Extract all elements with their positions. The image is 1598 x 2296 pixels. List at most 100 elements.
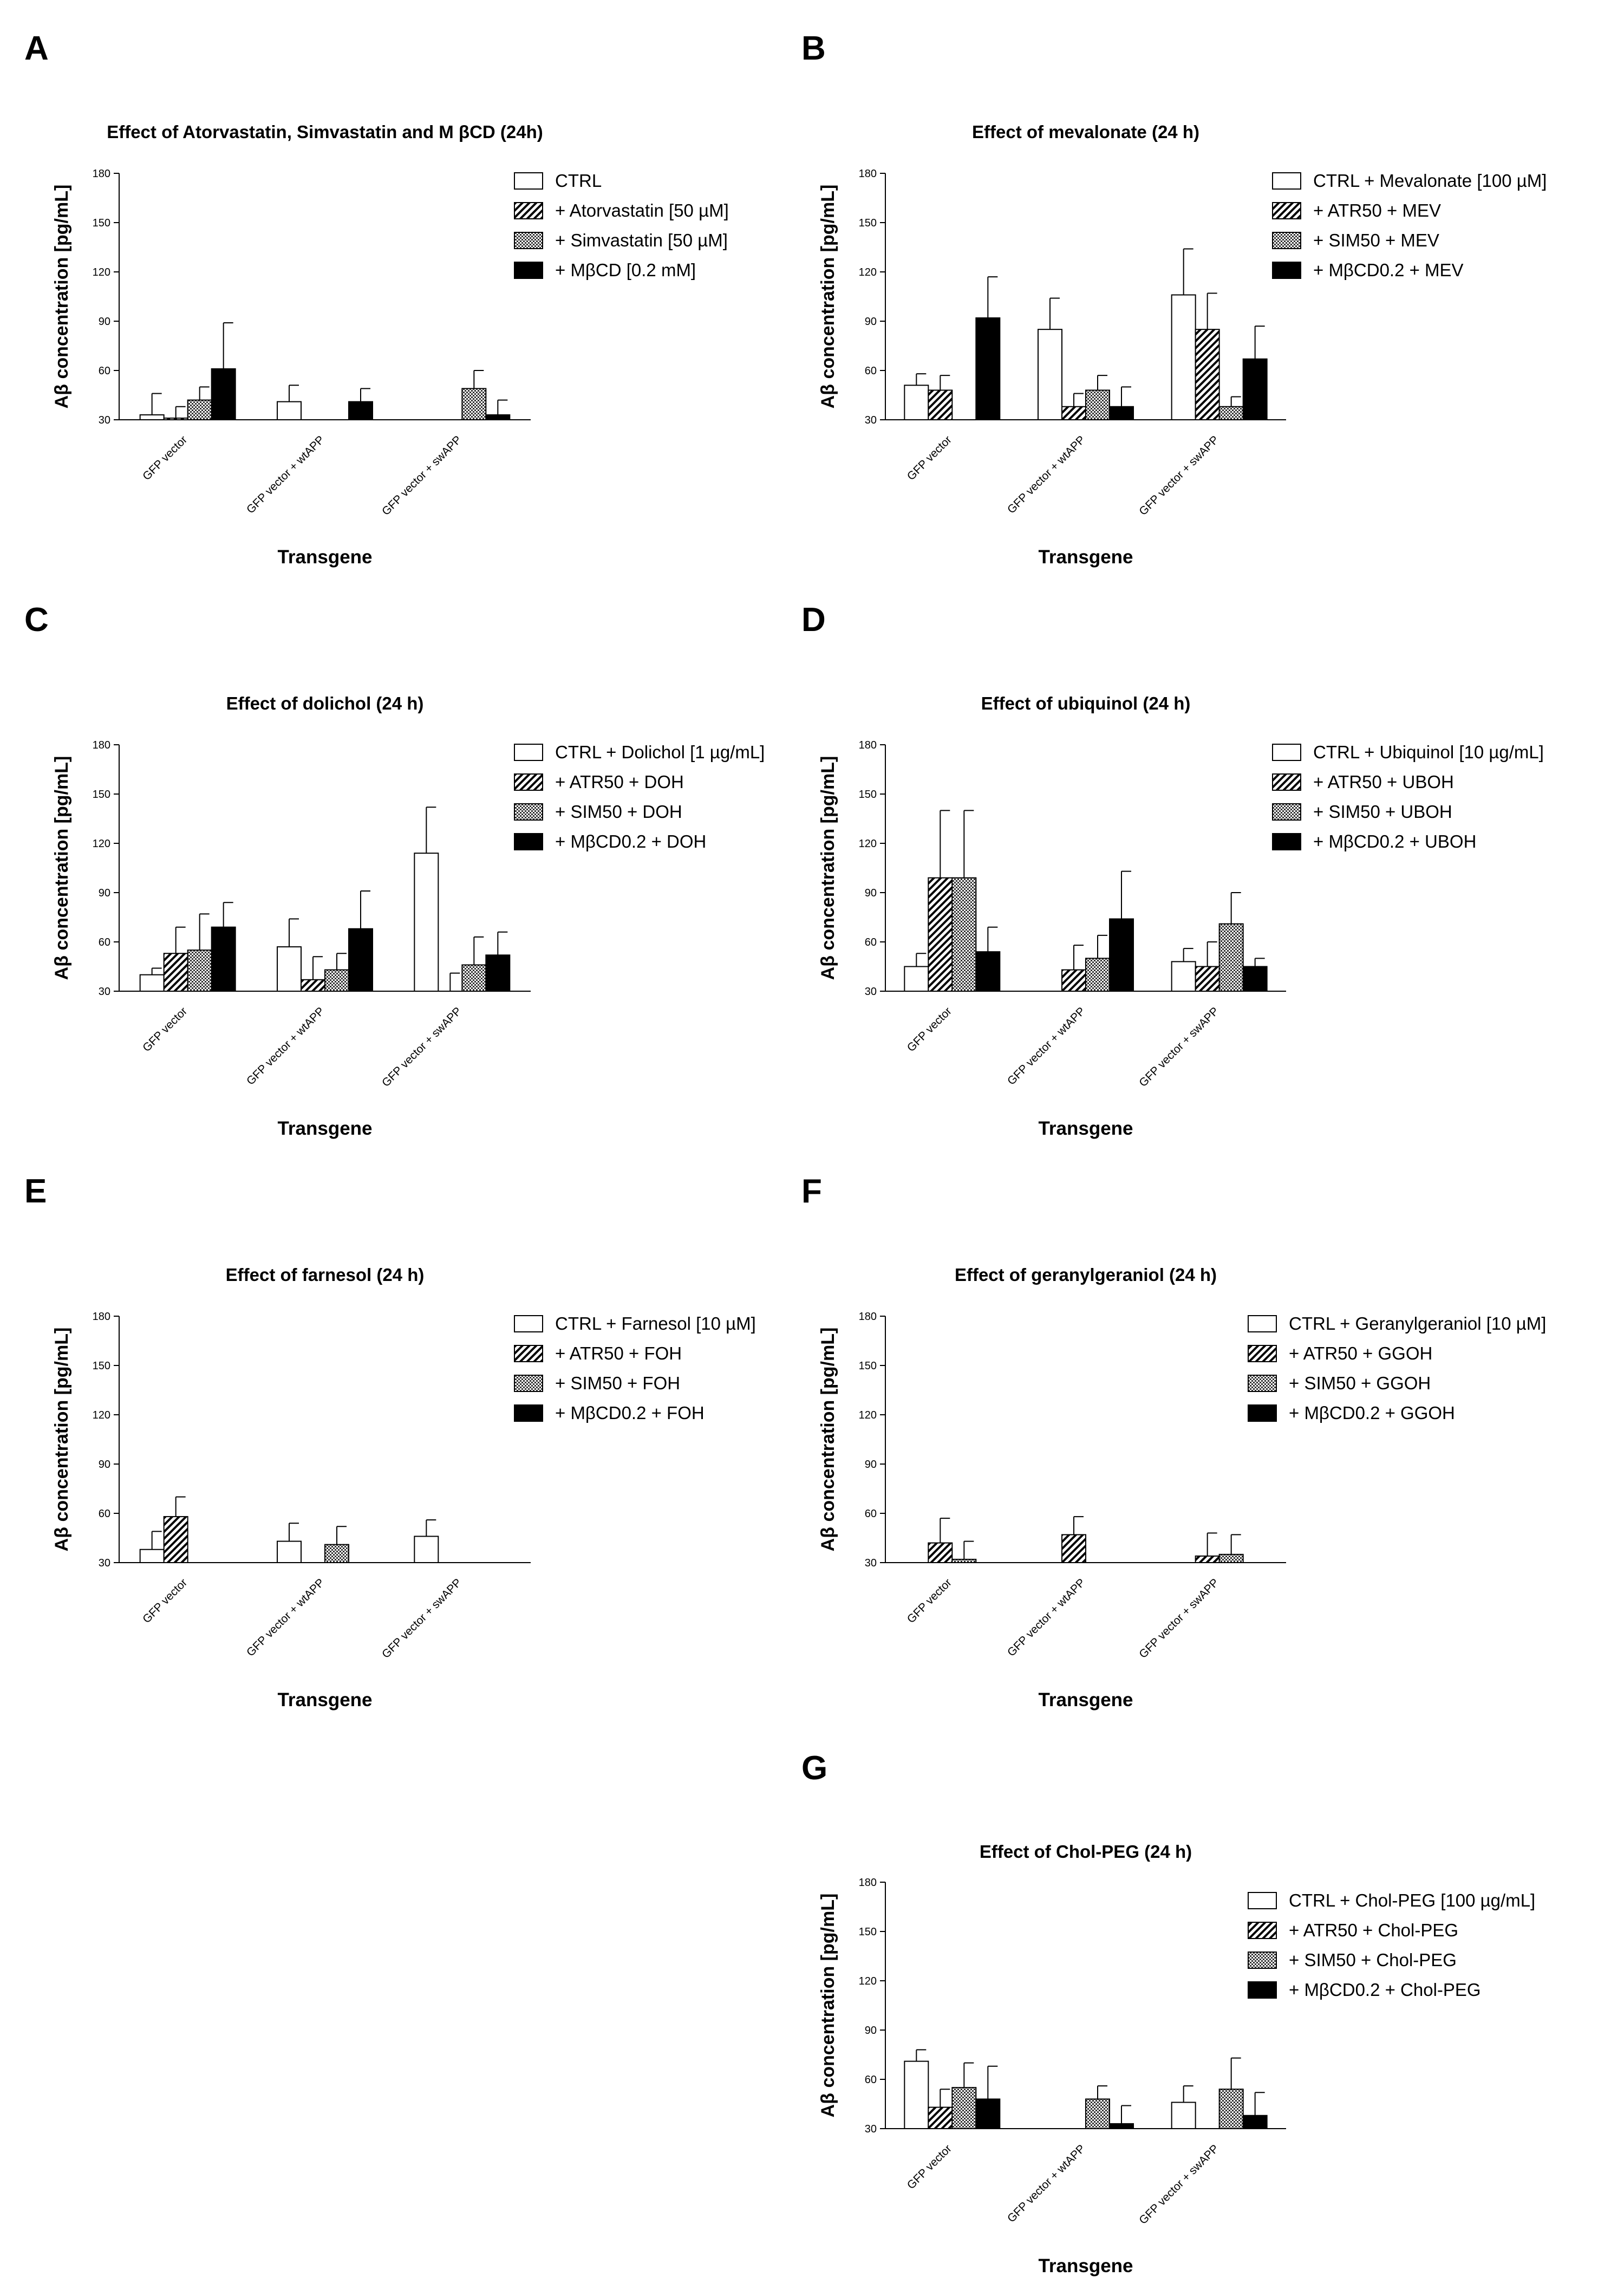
x-tick-label: GFP vector + swAPP bbox=[380, 1576, 464, 1661]
legend-swatch bbox=[514, 744, 543, 761]
legend-label: CTRL + Mevalonate [100 µM] bbox=[1313, 171, 1547, 191]
bar bbox=[1109, 918, 1134, 992]
x-tick-label: GFP vector bbox=[905, 433, 954, 483]
chart-title: Effect of dolichol (24 h) bbox=[226, 693, 424, 713]
bar bbox=[1195, 966, 1220, 992]
y-tick-label: 120 bbox=[93, 838, 110, 850]
bar bbox=[1085, 958, 1110, 992]
x-axis-label: Transgene bbox=[1038, 1118, 1133, 1139]
bar bbox=[951, 877, 977, 992]
legend-swatch bbox=[1272, 773, 1301, 791]
bar bbox=[1171, 961, 1196, 992]
bar bbox=[928, 389, 953, 421]
x-axis-label: Transgene bbox=[277, 1689, 372, 1710]
legend-swatch bbox=[1272, 803, 1301, 821]
y-axis-label: Aβ concentration [pg/mL] bbox=[51, 1328, 72, 1552]
legend-label: + SIM50 + DOH bbox=[555, 802, 682, 822]
panel-label: C bbox=[24, 601, 49, 639]
y-tick-label: 150 bbox=[859, 789, 877, 801]
y-tick-label: 180 bbox=[859, 1877, 877, 1889]
y-tick-label: 90 bbox=[99, 887, 110, 899]
bar bbox=[1195, 1555, 1220, 1563]
y-tick-label: 180 bbox=[93, 739, 110, 751]
bar bbox=[187, 399, 212, 420]
legend-label: + ATR50 + MEV bbox=[1313, 200, 1441, 220]
y-tick-label: 150 bbox=[93, 789, 110, 801]
legend-label: + ATR50 + GGOH bbox=[1289, 1343, 1432, 1363]
bar bbox=[414, 1536, 439, 1564]
panel-label: G bbox=[801, 1749, 827, 1787]
legend-label: + SIM50 + GGOH bbox=[1289, 1373, 1431, 1393]
legend-label: CTRL bbox=[555, 171, 602, 191]
legend-swatch bbox=[514, 803, 543, 821]
y-tick-label: 120 bbox=[859, 1409, 877, 1421]
bar bbox=[485, 414, 511, 421]
y-tick-label: 150 bbox=[93, 1360, 110, 1372]
bar bbox=[1195, 329, 1220, 421]
bar bbox=[1085, 389, 1110, 421]
y-tick-label: 30 bbox=[865, 986, 877, 998]
chart-d: D Effect of ubiquinol (24 h) 30 60 90 120 150 1… bbox=[801, 601, 1544, 1139]
legend-label: + SIM50 + Chol-PEG bbox=[1289, 1950, 1457, 1970]
y-tick-label: 30 bbox=[865, 1557, 877, 1569]
y-axis-label: Aβ concentration [pg/mL] bbox=[51, 185, 72, 409]
y-tick-label: 30 bbox=[865, 2123, 877, 2135]
bar bbox=[277, 401, 302, 421]
legend-label: + ATR50 + Chol-PEG bbox=[1289, 1920, 1458, 1940]
bar bbox=[1242, 2115, 1268, 2130]
legend-label: CTRL + Chol-PEG [100 µg/mL] bbox=[1289, 1890, 1535, 1910]
bar bbox=[348, 928, 373, 992]
legend-label: CTRL + Geranylgeraniol [10 µM] bbox=[1289, 1313, 1546, 1334]
x-tick-label: GFP vector + swAPP bbox=[380, 1005, 464, 1089]
legend-swatch bbox=[1272, 744, 1301, 761]
panel-a: A Effect of Atorvastatin, Simvastatin and… bbox=[0, 0, 820, 574]
bar bbox=[324, 969, 349, 992]
x-tick-label: GFP vector bbox=[905, 2142, 954, 2191]
legend-label: CTRL + Dolichol [1 µg/mL] bbox=[555, 742, 765, 762]
bar bbox=[904, 2060, 929, 2130]
x-tick-label: GFP vector bbox=[905, 1576, 954, 1625]
bar bbox=[1218, 406, 1244, 421]
y-tick-label: 180 bbox=[93, 1311, 110, 1323]
legend-swatch bbox=[1248, 1892, 1277, 1909]
bar bbox=[163, 953, 188, 992]
chart-f: F Effect of geranylgeraniol (24 h) 30 60 90 1… bbox=[801, 1173, 1546, 1710]
chart-title: Effect of ubiquinol (24 h) bbox=[981, 693, 1191, 713]
bar bbox=[277, 946, 302, 992]
x-axis-label: Transgene bbox=[277, 1118, 372, 1139]
bar bbox=[324, 1544, 349, 1564]
x-tick-label: GFP vector bbox=[140, 1576, 190, 1625]
panel-c: C Effect of dolichol (24 h) 30 60 90 120 150 18… bbox=[0, 571, 820, 1146]
y-tick-label: 60 bbox=[99, 365, 110, 377]
bar bbox=[163, 1516, 188, 1563]
legend-swatch bbox=[514, 262, 543, 279]
x-axis-label: Transgene bbox=[1038, 1689, 1133, 1710]
bar bbox=[1061, 969, 1086, 992]
x-tick-label: GFP vector + wtAPP bbox=[244, 1005, 327, 1088]
chart-title: Effect of Atorvastatin, Simvastatin and … bbox=[107, 122, 543, 142]
x-tick-label: GFP vector bbox=[905, 1005, 954, 1054]
y-axis-label: Aβ concentration [pg/mL] bbox=[818, 1328, 838, 1552]
legend-label: CTRL + Farnesol [10 µM] bbox=[555, 1313, 756, 1334]
y-tick-label: 180 bbox=[859, 168, 877, 180]
legend-swatch bbox=[514, 172, 543, 190]
bar bbox=[139, 414, 165, 421]
bar bbox=[211, 926, 236, 992]
y-tick-label: 90 bbox=[865, 316, 877, 328]
legend-label: + MβCD0.2 + UBOH bbox=[1313, 831, 1476, 851]
x-tick-label: GFP vector + swAPP bbox=[1137, 1005, 1221, 1089]
bar bbox=[975, 951, 1001, 992]
chart-title: Effect of farnesol (24 h) bbox=[226, 1265, 425, 1285]
legend-swatch bbox=[1248, 1375, 1277, 1392]
y-tick-label: 150 bbox=[859, 217, 877, 229]
legend-swatch bbox=[1272, 202, 1301, 219]
x-tick-label: GFP vector + wtAPP bbox=[244, 1576, 327, 1659]
panel-label: F bbox=[801, 1173, 822, 1210]
y-tick-label: 60 bbox=[865, 2074, 877, 2086]
y-tick-label: 60 bbox=[865, 1508, 877, 1520]
legend-label: + MβCD0.2 + GGOH bbox=[1289, 1403, 1455, 1423]
y-tick-label: 120 bbox=[93, 266, 110, 278]
x-tick-label: GFP vector + swAPP bbox=[380, 433, 464, 518]
legend-label: + MβCD0.2 + DOH bbox=[555, 831, 706, 851]
x-tick-label: GFP vector + wtAPP bbox=[244, 433, 327, 516]
